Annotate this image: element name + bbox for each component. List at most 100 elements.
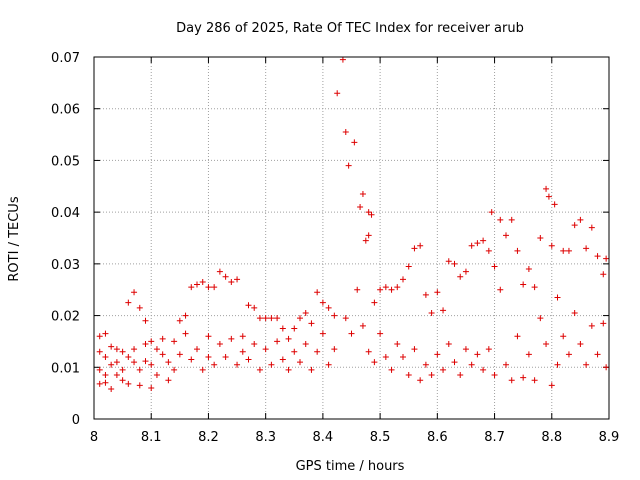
data-point	[274, 338, 281, 345]
data-point	[440, 366, 447, 373]
data-point	[125, 380, 132, 387]
data-point	[308, 320, 315, 327]
data-point	[314, 289, 321, 296]
data-point	[131, 359, 138, 366]
y-tick-label: 0.05	[51, 154, 80, 169]
data-point	[125, 353, 132, 360]
y-tick-label: 0.03	[51, 258, 80, 273]
data-point	[325, 361, 332, 368]
data-point	[279, 325, 286, 332]
data-point	[148, 361, 155, 368]
x-tick-label: 8	[90, 430, 98, 445]
data-point	[394, 341, 401, 348]
data-point	[354, 286, 361, 293]
data-point	[96, 333, 103, 340]
data-point	[142, 341, 149, 348]
data-point	[102, 353, 109, 360]
data-point	[440, 307, 447, 314]
y-tick-label: 0.04	[51, 206, 80, 221]
data-point	[537, 235, 544, 241]
data-point	[545, 193, 552, 200]
data-point	[525, 266, 532, 273]
data-point	[377, 330, 384, 337]
axis-ticks: 8 8.1 8.2 8.3 8.4 8.5 8.6 8.7 8.8 8.9 0 0.01 0.02 0.0…	[51, 51, 619, 445]
x-tick-label: 8.9	[599, 430, 620, 445]
data-point	[216, 268, 223, 275]
data-point	[514, 247, 521, 254]
data-point	[339, 56, 346, 63]
data-point	[560, 333, 567, 340]
data-point	[368, 211, 375, 218]
x-tick-label: 8.8	[541, 430, 562, 445]
data-point	[188, 356, 195, 363]
data-point	[285, 366, 292, 373]
data-point	[525, 351, 532, 358]
data-point	[251, 304, 258, 311]
data-point	[351, 139, 358, 146]
data-point	[268, 315, 275, 322]
data-point	[211, 284, 218, 291]
data-point	[245, 302, 252, 309]
y-tick-label: 0.02	[51, 310, 80, 325]
data-point	[434, 289, 441, 296]
data-point	[600, 271, 607, 278]
data-point	[256, 315, 263, 322]
data-point	[531, 284, 538, 291]
data-point	[182, 330, 189, 337]
data-point	[153, 346, 160, 353]
data-point	[457, 372, 464, 379]
data-point	[603, 255, 610, 262]
data-point	[548, 242, 555, 249]
data-point	[113, 346, 120, 353]
data-point	[382, 284, 389, 291]
data-point	[445, 258, 452, 265]
data-point	[565, 351, 572, 358]
x-tick-label: 8.1	[141, 430, 162, 445]
data-point	[148, 384, 155, 391]
data-point	[382, 353, 389, 360]
data-point	[136, 382, 143, 389]
data-point	[108, 361, 115, 368]
data-point	[388, 286, 395, 293]
chart-title: Day 286 of 2025, Rate Of TEC Index for r…	[176, 21, 524, 36]
data-point	[362, 237, 369, 244]
data-point	[371, 299, 378, 306]
data-point	[239, 333, 246, 340]
data-point	[503, 361, 509, 368]
x-tick-label: 8.5	[370, 430, 391, 445]
data-point	[348, 330, 355, 337]
data-point	[359, 322, 366, 329]
data-point	[428, 309, 435, 316]
data-point	[228, 278, 235, 285]
data-point	[199, 366, 206, 373]
grid-lines	[94, 57, 609, 419]
data-point	[520, 281, 527, 288]
x-tick-label: 8.7	[484, 430, 505, 445]
data-point	[113, 372, 120, 379]
data-point	[394, 284, 401, 291]
data-point	[560, 247, 567, 254]
y-tick-label: 0.07	[51, 51, 80, 66]
data-point	[345, 162, 352, 169]
data-point	[359, 191, 366, 198]
data-point	[102, 379, 109, 386]
data-point	[474, 351, 481, 358]
y-axis-label: ROTI / TECUs	[7, 196, 22, 281]
data-point	[325, 304, 332, 311]
data-point	[279, 356, 286, 363]
data-point	[520, 374, 527, 381]
data-point	[342, 315, 349, 322]
data-point	[148, 338, 155, 345]
data-point	[554, 294, 561, 301]
data-point	[400, 276, 406, 283]
x-tick-label: 8.3	[255, 430, 276, 445]
data-point	[297, 359, 303, 366]
data-point	[308, 366, 315, 373]
data-point	[285, 335, 292, 342]
data-point	[256, 366, 263, 373]
data-point	[182, 312, 189, 319]
data-point	[508, 216, 515, 223]
data-point	[239, 348, 246, 355]
data-point	[113, 359, 120, 366]
